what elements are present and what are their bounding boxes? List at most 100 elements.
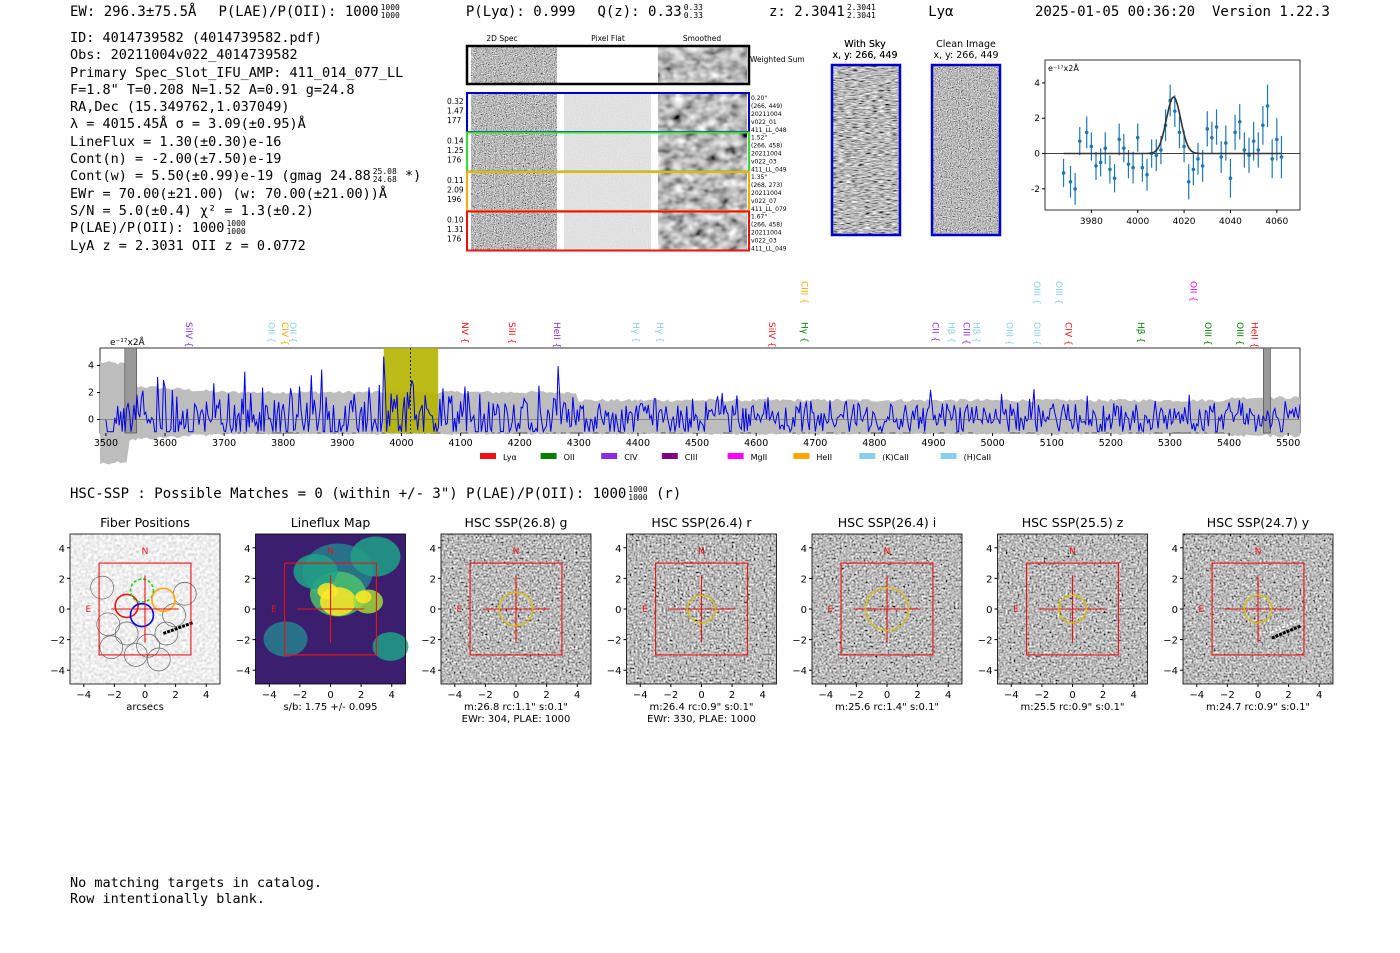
col-title-pixelflat: Pixel Flat — [591, 34, 625, 43]
emission-line-label: Hγ { — [654, 322, 664, 343]
panel-xtick: 2 — [729, 690, 735, 701]
panel-ytick: −2 — [236, 636, 251, 647]
legend-label: (K)CaII — [882, 453, 909, 462]
panel-xtick: −4 — [1004, 690, 1019, 701]
zoom-xtick: 4020 — [1173, 217, 1196, 227]
zoom-point — [1186, 179, 1191, 184]
legend-swatch — [727, 453, 744, 459]
cutout-right-label: 1.67" — [751, 214, 767, 221]
cutout-right-label: 1.52" — [751, 135, 767, 142]
cutout-left-label: 176 — [447, 235, 462, 244]
spectrum-xtick: 3800 — [271, 438, 295, 449]
panel-xtick: −4 — [262, 690, 277, 701]
info-id: ID: 4014739582 (4014739582.pdf) — [70, 30, 322, 46]
search-box — [469, 562, 563, 656]
zoom-point — [1270, 157, 1274, 161]
north-label: N — [513, 547, 520, 557]
info-ewr: EWr = 70.00(±21.00) (w: 70.00(±21.00))Å — [70, 185, 387, 202]
masked-region — [1263, 347, 1271, 434]
weighted-sum-label: Weighted Sum — [750, 55, 805, 64]
zoom-point — [1265, 104, 1270, 108]
masked-region — [124, 347, 137, 434]
spectrum-xtick: 3700 — [212, 438, 236, 449]
zoom-point — [1135, 135, 1140, 140]
info-lyaz: LyA z = 2.3031 OII z = 0.0772 — [70, 237, 306, 254]
panel-ytick: 2 — [430, 574, 436, 585]
panel-caption: m:25.5 rc:0.9" s:0.1" — [1020, 702, 1124, 713]
legend-label: HeII — [816, 453, 832, 462]
cutout-left-label: 1.25 — [447, 146, 464, 155]
panel-xtick: −4 — [818, 690, 833, 701]
cutout-right-label: 1.35" — [751, 174, 767, 181]
panel-caption: s/b: 1.75 +/- 0.095 — [283, 702, 377, 713]
panel-ytick: 2 — [1172, 574, 1178, 585]
zoom-point — [1131, 165, 1135, 170]
zoom-point — [1089, 144, 1094, 149]
panel-xtick: 2 — [914, 690, 920, 701]
legend-swatch — [793, 453, 810, 459]
panel-ytick: 4 — [59, 544, 65, 555]
panel-ytick: 4 — [801, 544, 807, 555]
with-sky-xy: x, y: 266, 449 — [832, 50, 897, 61]
emission-line-label: OII { — [1188, 281, 1198, 302]
panel-title: HSC SSP(25.5) z — [1022, 515, 1124, 530]
spectrum-xtick: 4800 — [862, 438, 886, 449]
zoom-point — [1279, 155, 1284, 159]
emission-line-label: HeII { — [551, 322, 561, 348]
panel-caption: m:25.6 rc:1.4" s:0.1" — [835, 702, 939, 713]
spectrum-xtick: 5400 — [1217, 438, 1241, 449]
zoom-ytick: 2 — [1034, 114, 1040, 124]
zoom-point — [1122, 146, 1126, 151]
search-box — [1026, 562, 1119, 656]
spectrum-unit-label: e⁻¹⁷x2Å — [110, 336, 146, 348]
line-highlight-band — [383, 348, 439, 433]
zoom-point — [1117, 137, 1121, 142]
spectrum-error-band — [100, 361, 1300, 465]
search-box — [840, 562, 934, 656]
spectrum-xtick: 5500 — [1276, 438, 1300, 449]
east-label: E — [828, 605, 834, 615]
zoom-xtick: 4000 — [1126, 217, 1149, 227]
cutout-left-label: 0.11 — [447, 176, 464, 185]
emission-line-label: CIII { — [799, 281, 809, 304]
col-title-smoothed: Smoothed — [683, 34, 722, 43]
emission-line-label: SiIV { — [766, 322, 776, 348]
fiber-circle — [114, 593, 139, 619]
zoom-point — [1068, 179, 1073, 184]
legend-swatch — [601, 453, 618, 459]
zoom-point — [1154, 153, 1159, 158]
info-contn: Cont(n) = -2.00(±7.50)e-19 — [70, 151, 282, 168]
zoom-point — [1247, 153, 1251, 158]
imaging-panel: HSC SSP(25.5) z N E −4 −4 −2 −2 0 0 2 2 4 4 m:25.5 rc… — [978, 515, 1148, 713]
spectrum-ytick: 2 — [88, 388, 94, 399]
zoom-model-fit — [1063, 96, 1282, 155]
zoom-point — [1073, 187, 1077, 191]
panel-ytick: −4 — [421, 666, 436, 677]
with-sky-title: With Sky — [844, 39, 886, 50]
cutout-right-label: (266, 449) — [751, 103, 782, 110]
zoom-point — [1196, 157, 1200, 161]
zoom-point — [1182, 144, 1186, 149]
cutout-right-label: v022_07 — [751, 198, 777, 205]
imaging-panel: Fiber Positions N E −4 −4 −2 −2 0 0 2 2 4 4 arcsecs — [50, 515, 221, 713]
zoom-point — [1177, 130, 1182, 135]
zoom-point — [1108, 167, 1112, 172]
emission-line-label: OIII { — [1003, 322, 1013, 346]
zoom-point — [1237, 119, 1242, 124]
panel-xtick: 4 — [1131, 690, 1137, 701]
emission-line-label: Hγ { — [799, 322, 809, 343]
search-box — [98, 562, 192, 656]
panel-xtick: −2 — [1220, 690, 1235, 701]
zoom-point — [1251, 139, 1256, 143]
panel-ytick: 2 — [615, 574, 621, 585]
imaging-panel: HSC SSP(26.4) i N E −4 −4 −2 −2 0 0 2 2 4 4 m:25.6 rc… — [792, 515, 963, 713]
cutout-left-label: 1.47 — [447, 107, 464, 116]
panel-ytick: 2 — [801, 574, 807, 585]
panel-ytick: −2 — [50, 636, 65, 647]
ew-value: EW: 296.3±75.5Å — [70, 4, 197, 20]
panel-ytick: −2 — [978, 636, 993, 647]
footer-line1: No matching targets in catalog. — [70, 875, 322, 891]
zoom-point — [1145, 172, 1149, 177]
panel-ytick: 4 — [986, 544, 992, 555]
